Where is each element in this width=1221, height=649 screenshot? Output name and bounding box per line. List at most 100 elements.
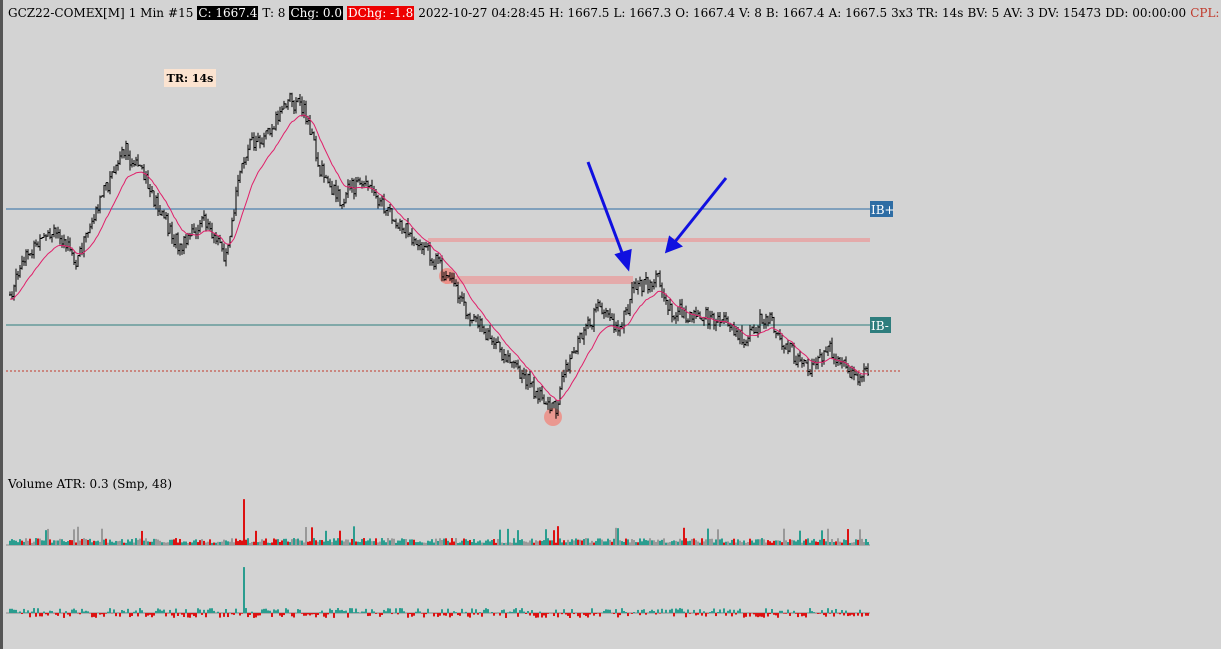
delta-bar bbox=[159, 609, 161, 613]
delta-bar bbox=[367, 613, 369, 617]
delta-bar bbox=[829, 613, 831, 614]
volume-bar bbox=[321, 540, 323, 545]
delta-bar bbox=[641, 609, 643, 613]
delta-bar bbox=[659, 613, 661, 614]
delta-bar bbox=[569, 613, 571, 618]
delta-bar bbox=[503, 609, 505, 613]
delta-bar bbox=[583, 613, 585, 615]
volume-bar bbox=[709, 538, 711, 545]
delta-bar bbox=[363, 611, 365, 613]
volume-bar bbox=[435, 538, 437, 545]
delta-bar bbox=[723, 608, 725, 613]
delta-bar bbox=[589, 613, 591, 615]
volume-bar bbox=[197, 542, 199, 545]
volume-bar bbox=[307, 541, 309, 545]
delta-bar bbox=[553, 613, 555, 617]
volume-bar bbox=[613, 538, 615, 545]
volume-bar bbox=[327, 540, 329, 545]
delta-bar bbox=[841, 610, 843, 613]
volume-bar bbox=[621, 541, 623, 545]
delta-bar bbox=[273, 609, 275, 613]
volume-bar bbox=[515, 542, 517, 545]
volume-bar bbox=[785, 540, 787, 545]
delta-bar bbox=[165, 613, 167, 617]
delta-bar bbox=[351, 608, 353, 613]
delta-bar bbox=[759, 613, 761, 617]
delta-bar bbox=[13, 609, 15, 613]
volume-bar bbox=[743, 540, 745, 545]
volume-bar bbox=[249, 542, 251, 545]
volume-bar bbox=[749, 538, 751, 545]
delta-bar bbox=[713, 608, 715, 613]
delta-bar bbox=[135, 610, 137, 613]
delta-bar bbox=[155, 610, 157, 613]
volume-bar bbox=[407, 542, 409, 545]
day-volume: DV: 15473 bbox=[1038, 6, 1102, 20]
volume-bar bbox=[775, 540, 777, 545]
volume-bar bbox=[395, 542, 397, 545]
delta-bar bbox=[323, 613, 325, 617]
volume-bar bbox=[383, 540, 385, 545]
volume-bar bbox=[263, 540, 265, 545]
delta-bar bbox=[235, 608, 237, 613]
delta-bar bbox=[79, 613, 81, 615]
delta-bar bbox=[619, 613, 621, 616]
volume-bar bbox=[399, 540, 401, 545]
delta-bar bbox=[41, 613, 43, 617]
delta-bar bbox=[783, 613, 785, 614]
volume-bar bbox=[849, 542, 851, 545]
volume-bar bbox=[537, 541, 539, 545]
volume-bar bbox=[535, 540, 537, 545]
delta-bar bbox=[521, 608, 523, 613]
volume-bar bbox=[423, 542, 425, 545]
volume-bar bbox=[745, 542, 747, 545]
delta-bar bbox=[709, 612, 711, 613]
volume-bar bbox=[269, 542, 271, 545]
delta-bar bbox=[599, 613, 601, 617]
volume-bar bbox=[553, 530, 555, 545]
volume-bar bbox=[355, 541, 357, 545]
volume-bar bbox=[193, 540, 195, 545]
volume-bar bbox=[547, 538, 549, 545]
volume-bar bbox=[789, 539, 791, 545]
volume-bar bbox=[29, 538, 31, 545]
delta-bar bbox=[87, 611, 89, 613]
delta-bar bbox=[375, 613, 377, 614]
volume-bar bbox=[343, 541, 345, 545]
delta-bar bbox=[389, 608, 391, 613]
delta-bar bbox=[277, 609, 279, 613]
delta-bar bbox=[679, 608, 681, 613]
volume-bar bbox=[623, 541, 625, 545]
delta-bar bbox=[465, 611, 467, 613]
delta-bar bbox=[425, 613, 427, 615]
delta-bar bbox=[369, 613, 371, 616]
delta-bar bbox=[515, 608, 517, 613]
volume-bar bbox=[457, 542, 459, 545]
delta-bar bbox=[245, 608, 247, 613]
delta-bar bbox=[299, 609, 301, 613]
volume-bar bbox=[429, 541, 431, 545]
volume-bar bbox=[77, 526, 79, 545]
delta-bar bbox=[141, 610, 143, 613]
volume-bar bbox=[323, 541, 325, 545]
volume-bar bbox=[365, 541, 367, 545]
volume-bar bbox=[391, 538, 393, 545]
volume-bar bbox=[583, 539, 585, 545]
delta-bar bbox=[297, 609, 299, 613]
volume-bar bbox=[199, 540, 201, 545]
delta-bar bbox=[283, 613, 285, 616]
delta-bar bbox=[129, 613, 131, 618]
volume-bar bbox=[767, 540, 769, 545]
delta-bar bbox=[781, 610, 783, 613]
volume-bar bbox=[559, 538, 561, 545]
volume-bar bbox=[25, 538, 27, 545]
delta-bar bbox=[391, 613, 393, 615]
volume-bar bbox=[627, 539, 629, 545]
volume-bar bbox=[187, 542, 189, 545]
delta-bar bbox=[491, 611, 493, 613]
volume-bar bbox=[751, 540, 753, 545]
delta-bar bbox=[103, 613, 105, 617]
delta-bar bbox=[593, 613, 595, 616]
delta-bar bbox=[719, 609, 721, 613]
delta-bar bbox=[73, 608, 75, 613]
